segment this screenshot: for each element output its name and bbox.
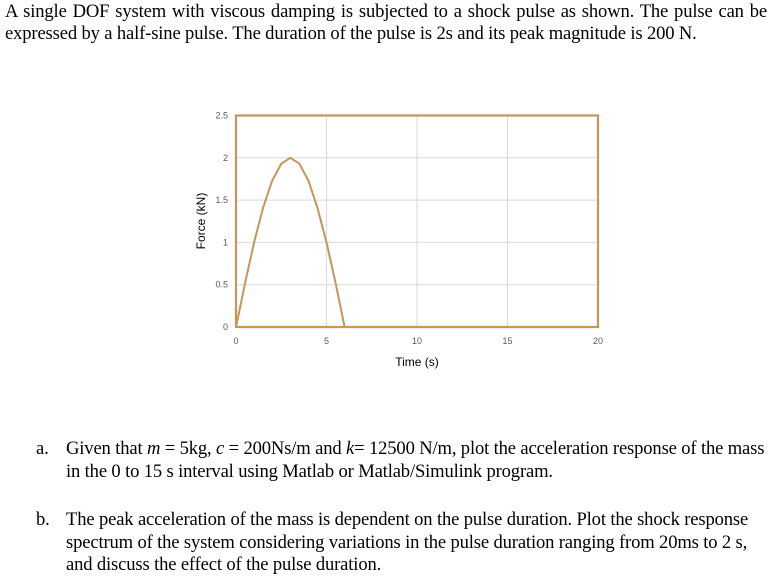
y-tick-label: 0.5: [215, 280, 228, 290]
y-tick-label: 0: [223, 322, 228, 332]
x-tick-label: 20: [593, 336, 603, 346]
question-b-text: The peak acceleration of the mass is dep…: [66, 509, 749, 575]
y-tick-label: 1: [223, 237, 228, 247]
half-sine-pulse-line: [235, 156, 598, 328]
y-tick-label: 1.5: [215, 195, 228, 205]
question-b-label: b.: [36, 509, 50, 530]
force-time-chart: 0 0.5 1 1.5 2 2.5 0 5 10 15 20 Time (s) Force (kN…: [194, 111, 603, 370]
question-a-text: Given that m = 5kg, c = 200Ns/m and k= 1…: [66, 438, 765, 482]
x-tick-label: 5: [324, 336, 329, 346]
problem-statement: A single DOF system with viscous damping…: [5, 1, 767, 44]
x-axis-title: Time (s): [395, 355, 439, 369]
chart-gridlines: [236, 115, 598, 327]
x-tick-label: 15: [502, 336, 512, 346]
x-axis-ticks: 0 5 10 15 20: [233, 336, 603, 346]
chart-canvas: 0 0.5 1 1.5 2 2.5 0 5 10 15 20 Time (s) Force (kN…: [194, 111, 603, 370]
x-tick-label: 0: [233, 336, 238, 346]
y-axis-title: Force (kN): [194, 193, 208, 250]
y-tick-label: 2: [223, 153, 228, 163]
x-tick-label: 10: [412, 336, 422, 346]
question-a-label: a.: [36, 438, 49, 459]
y-tick-label: 2.5: [215, 111, 228, 121]
y-axis-ticks: 0 0.5 1 1.5 2 2.5: [215, 111, 228, 333]
